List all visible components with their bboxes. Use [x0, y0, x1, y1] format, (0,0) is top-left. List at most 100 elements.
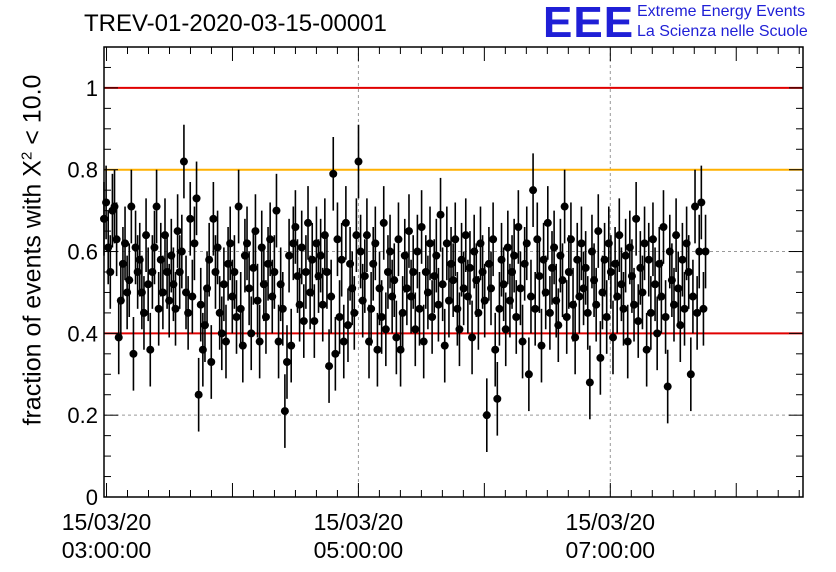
data-point [381, 325, 390, 334]
data-point [243, 239, 252, 248]
data-point [468, 333, 477, 342]
data-point [695, 247, 704, 256]
data-point [634, 317, 643, 326]
data-point [373, 345, 382, 354]
data-point [459, 284, 468, 293]
data-point [247, 329, 256, 338]
data-point [304, 218, 313, 227]
data-point [575, 292, 584, 301]
data-point [337, 255, 346, 264]
data-point [325, 362, 334, 371]
y-axis-label: fraction of events with X2 < 10.0 [18, 75, 47, 426]
data-point [196, 300, 205, 309]
data-point [142, 231, 151, 240]
data-point [179, 157, 188, 166]
data-point [301, 268, 310, 276]
y-tick-label: 0.8 [67, 158, 98, 183]
data-point [310, 317, 319, 326]
y-axis-label-prefix: fraction of events with [18, 176, 47, 426]
data-point [642, 345, 651, 354]
data-point [398, 308, 407, 317]
logo-text-line1: Extreme Energy Events [637, 3, 806, 20]
data-point [409, 268, 418, 276]
data-point [562, 313, 571, 321]
data-point [503, 243, 512, 252]
data-point [440, 341, 449, 350]
data-point [640, 239, 649, 248]
data-point [287, 341, 296, 350]
data-point [207, 358, 216, 366]
data-point [125, 276, 134, 285]
data-point [449, 276, 458, 285]
data-point [121, 239, 130, 248]
data-point [438, 280, 447, 289]
y-tick-label: 0.4 [67, 321, 98, 346]
data-point [379, 218, 388, 227]
data-point [367, 304, 376, 313]
data-point [518, 337, 527, 346]
data-point [251, 227, 260, 236]
data-point [669, 300, 678, 309]
data-point [230, 268, 239, 276]
data-point [356, 247, 365, 256]
data-point [465, 263, 474, 272]
data-point [394, 235, 403, 244]
data-point [495, 304, 504, 313]
data-point [522, 239, 531, 248]
data-point [274, 337, 283, 346]
data-point [129, 349, 138, 358]
data-point [663, 382, 672, 391]
data-point [194, 390, 203, 399]
data-point [360, 272, 369, 281]
data-point [285, 251, 294, 260]
data-point [333, 235, 342, 244]
data-point [205, 255, 214, 264]
data-point [426, 239, 435, 248]
x-tick-date-label: 15/03/20 [566, 509, 656, 535]
data-point [186, 214, 195, 223]
data-point [329, 169, 338, 178]
data-point [566, 235, 575, 244]
data-point [413, 247, 422, 256]
data-point [362, 231, 371, 240]
data-point [417, 223, 426, 231]
data-point [419, 337, 428, 346]
data-point [514, 223, 523, 231]
data-point [489, 235, 498, 244]
data-point [524, 370, 533, 379]
data-point [423, 288, 432, 297]
data-point [554, 321, 563, 330]
data-point [188, 292, 197, 301]
data-point [392, 333, 401, 342]
data-point [341, 218, 350, 227]
data-point [112, 235, 121, 244]
data-point [297, 243, 306, 252]
data-point [282, 358, 291, 366]
data-point [184, 308, 193, 317]
data-point [493, 394, 502, 403]
data-point [144, 280, 153, 289]
data-point [402, 284, 411, 293]
data-point [693, 308, 702, 317]
data-point [585, 378, 594, 387]
data-point [541, 288, 550, 297]
data-point [158, 288, 167, 297]
data-point [501, 325, 510, 334]
data-point [661, 313, 670, 321]
data-point [646, 308, 655, 317]
data-point [583, 308, 592, 317]
data-point [482, 411, 491, 420]
data-point [173, 227, 182, 236]
data-point [318, 300, 327, 309]
x-tick-time-label: 03:00:00 [62, 537, 152, 563]
data-point [596, 353, 605, 362]
data-point [253, 296, 262, 305]
eee-logo: EEE [543, 0, 635, 47]
data-point [638, 288, 647, 297]
data-point [543, 218, 552, 227]
data-point [415, 304, 424, 313]
x-tick-date-label: 15/03/20 [314, 509, 404, 535]
data-point [653, 329, 662, 338]
data-point [386, 247, 395, 256]
data-point [350, 308, 359, 317]
